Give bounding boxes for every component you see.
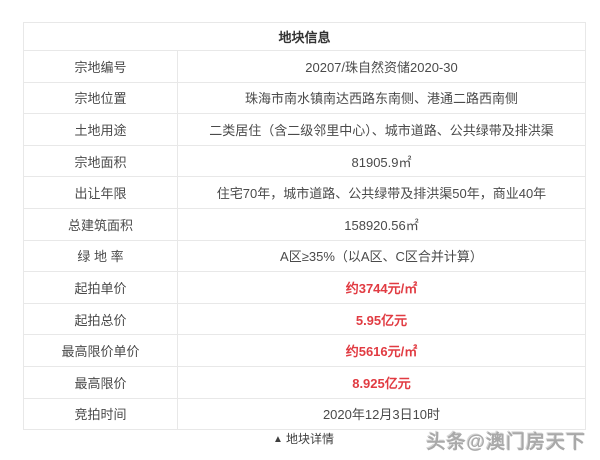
row-label: 最高限价 <box>24 366 178 398</box>
table-row-parcel-location: 宗地位置 珠海市南水镇南达西路东南侧、港通二路西南侧 <box>24 82 585 115</box>
table-row-starting-total-price: 起拍总价 5.95亿元 <box>24 303 585 336</box>
row-label: 宗地面积 <box>24 145 178 177</box>
triangle-up-icon: ▲ <box>273 434 283 445</box>
row-label: 起拍总价 <box>24 303 178 335</box>
table-row-land-use: 土地用途 二类居住（含二级邻里中心）、城市道路、公共绿带及排洪渠 <box>24 114 585 146</box>
row-value: 珠海市南水镇南达西路东南侧、港通二路西南侧 <box>244 91 518 107</box>
row-label: 出让年限 <box>24 177 178 208</box>
row-value: 约5616元/㎡ <box>345 344 418 360</box>
row-value: A区≥35%（以A区、C区合并计算） <box>280 249 483 265</box>
table-row-max-limit-unit-price: 最高限价单价 约5616元/㎡ <box>24 335 585 367</box>
row-label: 起拍单价 <box>24 272 178 303</box>
row-value: 158920.56㎡ <box>344 217 419 233</box>
table-row-grant-term: 出让年限 住宅70年，城市道路、公共绿带及排洪渠50年，商业40年 <box>24 177 585 209</box>
row-label: 总建筑面积 <box>24 208 178 240</box>
table-row-parcel-number: 宗地编号 20207/珠自然资储2020-30 <box>24 51 585 83</box>
row-value: 住宅70年，城市道路、公共绿带及排洪渠50年，商业40年 <box>216 186 547 202</box>
land-info-table: 地块信息 宗地编号 20207/珠自然资储2020-30 宗地位置 珠海市南水镇… <box>23 22 586 431</box>
row-value: 20207/珠自然资储2020-30 <box>305 59 458 75</box>
row-value: 2020年12月3日10时 <box>322 407 441 423</box>
row-label: 宗地位置 <box>24 82 178 114</box>
row-value: 8.925亿元 <box>352 375 411 391</box>
row-value: 二类居住（含二级邻里中心）、城市道路、公共绿带及排洪渠 <box>209 122 554 138</box>
table-row-parcel-area: 宗地面积 81905.9㎡ <box>24 145 585 178</box>
row-value: 81905.9㎡ <box>351 154 412 170</box>
table-row-auction-time: 竞拍时间 2020年12月3日10时 <box>24 398 585 430</box>
table-title: 地块信息 <box>24 23 585 51</box>
parcel-details-toggle[interactable]: ▲ 地块详情 <box>23 430 584 447</box>
table-row-max-limit-price: 最高限价 8.925亿元 <box>24 366 585 399</box>
row-label: 最高限价单价 <box>24 335 178 366</box>
table-row-green-ratio: 绿 地 率 A区≥35%（以A区、C区合并计算） <box>24 240 585 273</box>
row-label: 绿 地 率 <box>24 240 178 272</box>
row-label: 宗地编号 <box>24 51 178 82</box>
row-label: 土地用途 <box>24 114 178 145</box>
table-row-starting-unit-price: 起拍单价 约3744元/㎡ <box>24 272 585 304</box>
row-value: 5.95亿元 <box>355 312 408 328</box>
row-label: 竞拍时间 <box>24 398 178 430</box>
table-row-total-floor-area: 总建筑面积 158920.56㎡ <box>24 208 585 241</box>
row-value: 约3744元/㎡ <box>345 280 418 296</box>
parcel-details-label: 地块详情 <box>285 432 334 446</box>
toutiao-watermark: 头条@澳门房天下 <box>426 432 586 453</box>
